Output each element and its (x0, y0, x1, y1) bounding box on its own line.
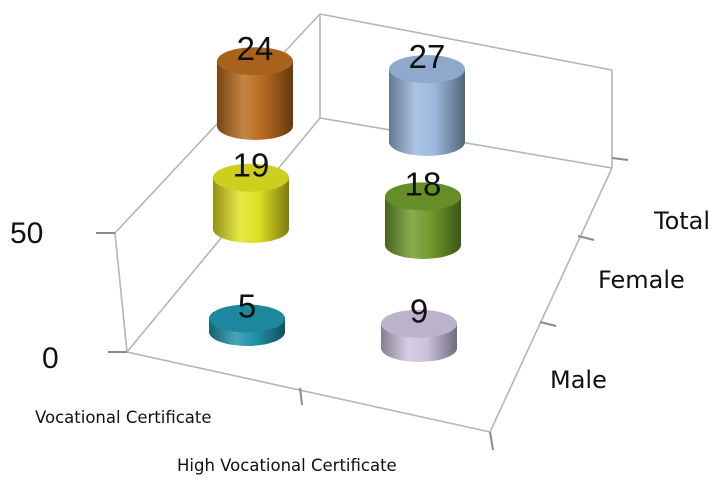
series-label-female: Female (598, 266, 685, 294)
series-label-male: Male (550, 366, 607, 394)
bar-female-high-vocational-certificate: 18 (385, 165, 461, 259)
cylinder-bars: 24 27 19 18 5 9 (209, 30, 465, 362)
axis-box (114, 13, 613, 433)
series-tick-1 (539, 321, 557, 327)
category-label-high-vocational-certificate: High Vocational Certificate (177, 456, 397, 475)
category-label-vocational-certificate: Vocational Certificate (35, 408, 212, 427)
bar-top-female-high-vocational-certificate (385, 182, 461, 211)
bar-female-vocational-certificate: 19 (213, 147, 289, 243)
bar-body-total-vocational-certificate (217, 61, 293, 141)
bar-top-total-vocational-certificate (217, 47, 293, 76)
back-floor-edge (126, 117, 613, 353)
ticks (96, 157, 629, 451)
data-label-total-high-vocational-certificate: 27 (409, 38, 446, 75)
data-label-female-high-vocational-certificate: 18 (405, 165, 442, 202)
bar-total-high-vocational-certificate: 27 (389, 38, 465, 156)
back-wall-top-edge (319, 13, 613, 71)
z-tick-label-0: 0 (42, 342, 59, 375)
bar-top-male-vocational-certificate (209, 304, 285, 333)
category-tick-2 (489, 431, 494, 451)
data-label-male-high-vocational-certificate: 9 (410, 293, 428, 330)
bar-body-total-high-vocational-certificate (389, 69, 465, 156)
z-tick-label-50: 50 (10, 217, 43, 250)
series-label-total: Total (653, 207, 710, 235)
left-vertical-edge (114, 232, 128, 353)
bar-male-high-vocational-certificate: 9 (381, 293, 457, 362)
floor-outline (126, 167, 613, 433)
bar-top-male-high-vocational-certificate (381, 309, 457, 338)
bar-top-total-high-vocational-certificate (389, 55, 465, 84)
category-tick-1 (299, 387, 303, 406)
bar-body-female-high-vocational-certificate (385, 196, 461, 259)
data-label-total-vocational-certificate: 24 (237, 30, 274, 67)
bar-male-vocational-certificate: 5 (209, 288, 285, 346)
data-label-male-vocational-certificate: 5 (238, 288, 256, 325)
bar-total-vocational-certificate: 24 (217, 30, 293, 141)
bar-top-female-vocational-certificate (213, 163, 289, 192)
bar-body-female-vocational-certificate (213, 177, 289, 243)
series-tick-2 (577, 235, 595, 241)
data-label-female-vocational-certificate: 19 (233, 147, 270, 184)
series-tick-3 (611, 157, 629, 161)
